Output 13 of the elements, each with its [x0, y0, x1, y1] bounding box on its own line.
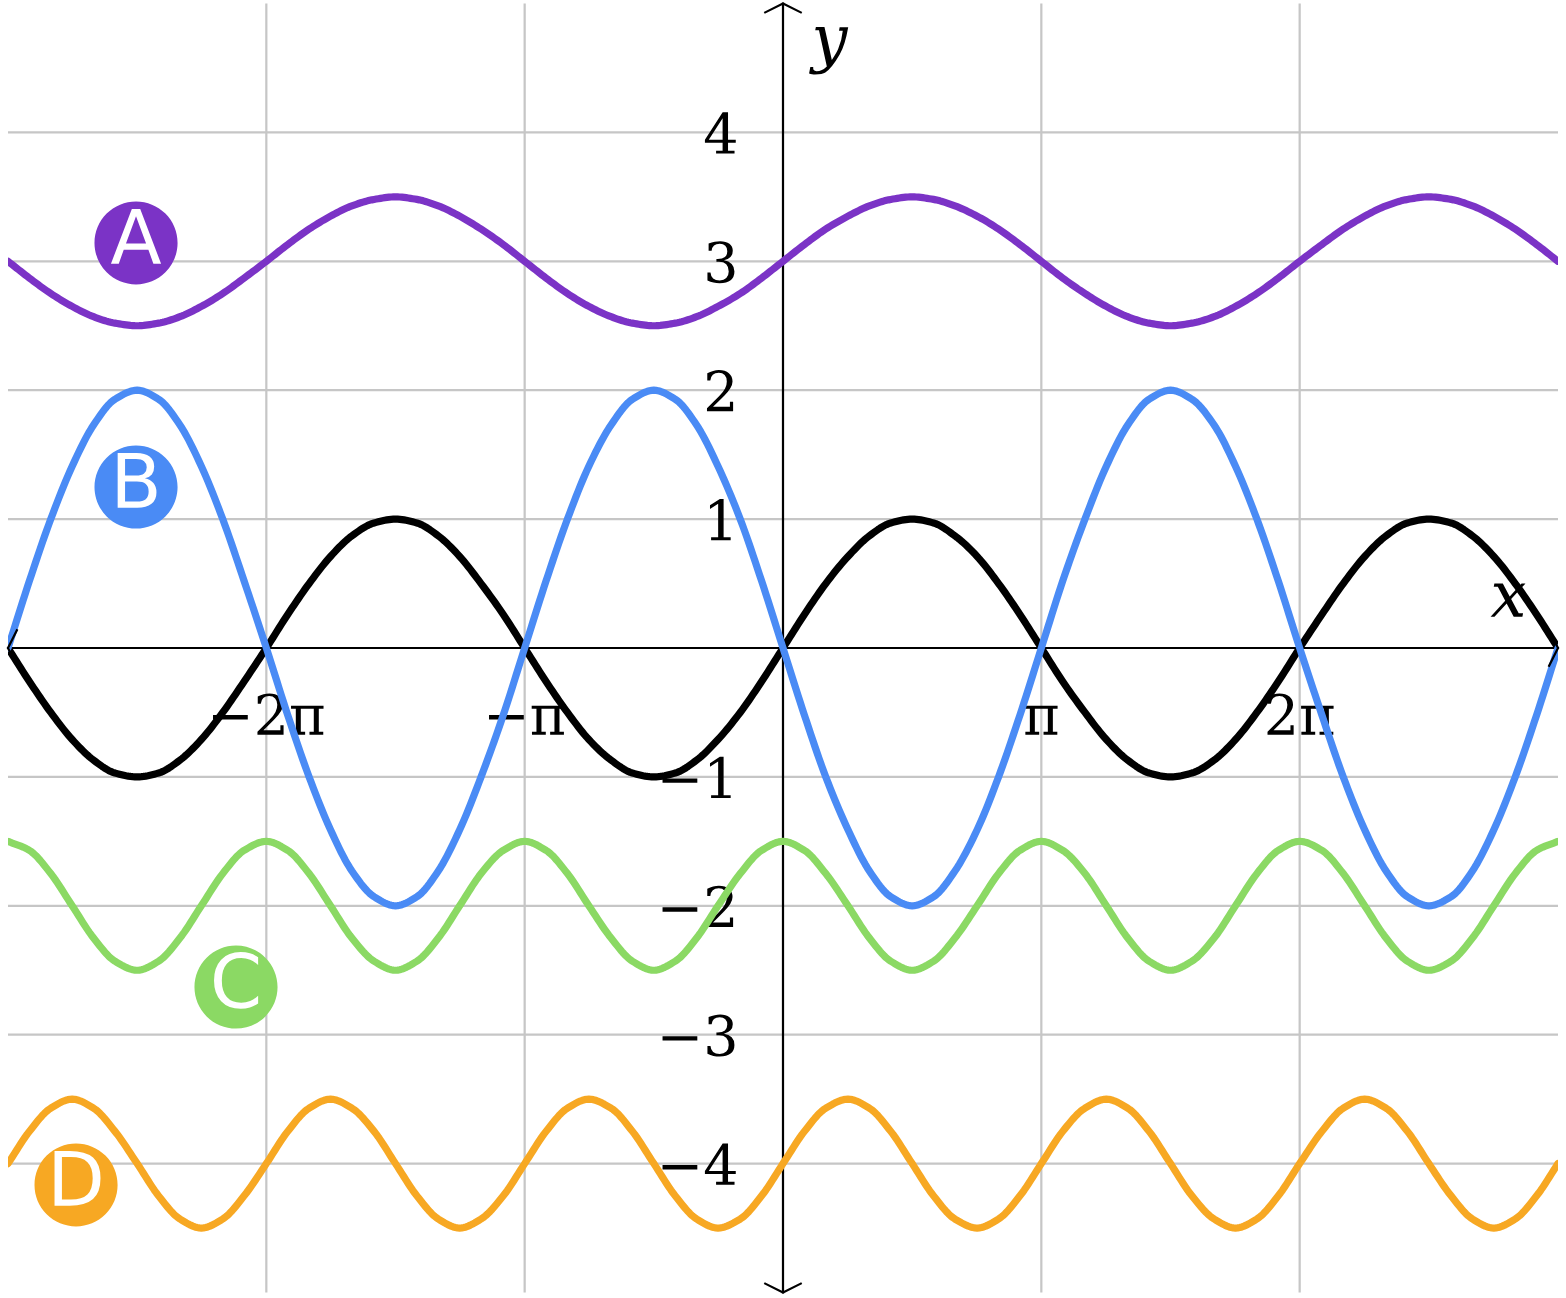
y-tick-label: −3	[662, 1014, 735, 1057]
y-tick-label: −4	[662, 1143, 736, 1185]
series-label: A	[110, 209, 162, 264]
y-tick-label: −1	[662, 756, 731, 799]
y-tick-label: 1	[709, 498, 731, 541]
y-tick-label: 4	[704, 112, 736, 154]
y-tick-label: 3	[707, 241, 735, 284]
y-axis-title: y	[809, 27, 849, 75]
series-label: C	[214, 952, 259, 1009]
series-label: B	[117, 453, 157, 508]
x-tick-label: π	[1025, 705, 1058, 735]
series-label: D	[54, 1151, 101, 1206]
y-tick-label: 2	[706, 370, 734, 412]
